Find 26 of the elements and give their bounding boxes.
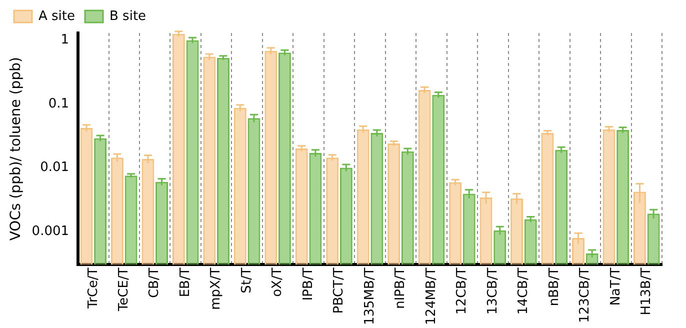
y-tick-label: 0.001 [32,224,70,239]
legend-label: A site [38,8,76,24]
y-tick-label: 0.01 [40,160,70,176]
y-axis-title: VOCs (ppb)/ toluene (ppb) [8,57,24,241]
x-tick-label: 12CB/T [454,268,470,315]
x-tick-label: NaT/T [608,268,624,306]
x-tick-label: nBB/T [546,268,562,306]
x-tick-label: IPB/T [300,268,316,301]
x-tick-label: mpX/T [208,268,224,310]
x-tick-label: TeCE/T [116,268,132,312]
x-tick-label: EB/T [178,268,193,298]
x-tick-label: 13CB/T [485,268,500,315]
x-tick-label: 14CB/T [516,268,532,315]
x-tick-label: PBCT/T [332,268,347,314]
x-tick-label: 123CB/T [578,268,593,323]
x-tick-label: CB/T [147,268,162,298]
y-tick-label: 1 [60,32,70,48]
y-tick-label: 0.1 [48,96,70,112]
x-tick-label: nIPB/T [393,268,408,309]
x-tick-label: oX/T [270,268,286,297]
x-tick-label: TrCe/T [86,268,101,310]
legend-label: B site [110,8,146,24]
x-tick-label: 124MB/T [424,268,439,326]
x-tick-label: H13B/T [639,268,654,316]
x-tick-label: 135MB/T [362,268,378,326]
x-tick-label: St/T [239,268,254,294]
